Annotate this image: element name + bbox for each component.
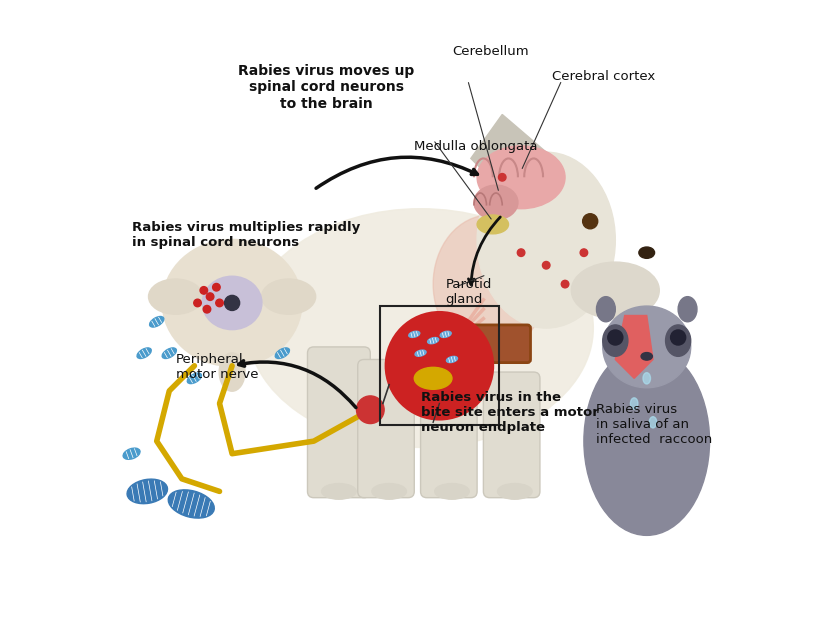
FancyBboxPatch shape [308, 347, 370, 498]
Ellipse shape [220, 353, 245, 391]
Ellipse shape [428, 338, 439, 344]
FancyBboxPatch shape [420, 360, 477, 498]
Ellipse shape [571, 262, 659, 319]
Text: Rabies virus multiplies rapidly
in spinal cord neurons: Rabies virus multiplies rapidly in spina… [131, 221, 360, 249]
Ellipse shape [477, 146, 565, 209]
Ellipse shape [409, 331, 419, 338]
Text: Rabies virus moves up
spinal cord neurons
to the brain: Rabies virus moves up spinal cord neuron… [238, 64, 415, 110]
FancyBboxPatch shape [483, 372, 540, 498]
Ellipse shape [446, 357, 458, 363]
Ellipse shape [474, 185, 518, 220]
Circle shape [224, 295, 240, 310]
FancyBboxPatch shape [357, 360, 415, 498]
Text: Rabies virus in the
bite site enters a motor
neuron endplate: Rabies virus in the bite site enters a m… [420, 391, 598, 434]
Circle shape [206, 293, 214, 300]
Circle shape [193, 299, 202, 307]
Circle shape [543, 261, 550, 269]
Ellipse shape [603, 325, 628, 357]
Text: Rabies virus
in saliva of an
infected  raccoon: Rabies virus in saliva of an infected ra… [596, 403, 712, 447]
Ellipse shape [631, 398, 638, 409]
Ellipse shape [641, 353, 652, 360]
Ellipse shape [650, 416, 657, 428]
Ellipse shape [498, 483, 532, 499]
Bar [379, 306, 499, 425]
Circle shape [386, 312, 493, 419]
Ellipse shape [666, 325, 690, 357]
Ellipse shape [123, 448, 140, 459]
Ellipse shape [202, 276, 262, 329]
Ellipse shape [149, 280, 202, 314]
Ellipse shape [248, 209, 593, 447]
Circle shape [357, 396, 384, 423]
Circle shape [213, 283, 220, 291]
Circle shape [580, 249, 588, 256]
Text: Medulla oblongata: Medulla oblongata [415, 139, 538, 153]
Polygon shape [615, 316, 653, 379]
Ellipse shape [440, 331, 451, 338]
Text: Parotid
gland: Parotid gland [446, 278, 492, 306]
Polygon shape [471, 114, 546, 203]
Circle shape [561, 280, 569, 288]
Ellipse shape [137, 348, 151, 358]
Circle shape [203, 305, 211, 313]
Ellipse shape [372, 483, 406, 499]
Ellipse shape [435, 483, 469, 499]
FancyBboxPatch shape [437, 325, 530, 363]
Ellipse shape [168, 490, 215, 518]
Ellipse shape [188, 373, 202, 384]
Text: Cerebral cortex: Cerebral cortex [552, 71, 656, 83]
Ellipse shape [262, 280, 315, 314]
Text: Peripheral
motor nerve: Peripheral motor nerve [175, 353, 258, 381]
Circle shape [517, 249, 525, 256]
Ellipse shape [596, 297, 615, 322]
Ellipse shape [477, 152, 615, 328]
Circle shape [671, 330, 685, 345]
Ellipse shape [415, 367, 452, 389]
Ellipse shape [584, 347, 710, 535]
Ellipse shape [603, 306, 690, 387]
Text: Cerebellum: Cerebellum [452, 45, 529, 58]
Ellipse shape [678, 297, 697, 322]
Ellipse shape [322, 483, 356, 499]
Ellipse shape [149, 317, 164, 327]
Ellipse shape [477, 215, 508, 234]
Ellipse shape [162, 348, 176, 358]
Ellipse shape [433, 215, 546, 353]
Ellipse shape [163, 240, 301, 366]
Circle shape [499, 174, 506, 181]
Circle shape [200, 286, 207, 294]
Ellipse shape [415, 350, 426, 357]
Circle shape [215, 299, 224, 307]
Ellipse shape [643, 373, 650, 384]
Ellipse shape [127, 479, 167, 504]
Ellipse shape [275, 348, 290, 358]
Ellipse shape [639, 247, 654, 258]
Circle shape [583, 214, 598, 229]
Circle shape [608, 330, 623, 345]
